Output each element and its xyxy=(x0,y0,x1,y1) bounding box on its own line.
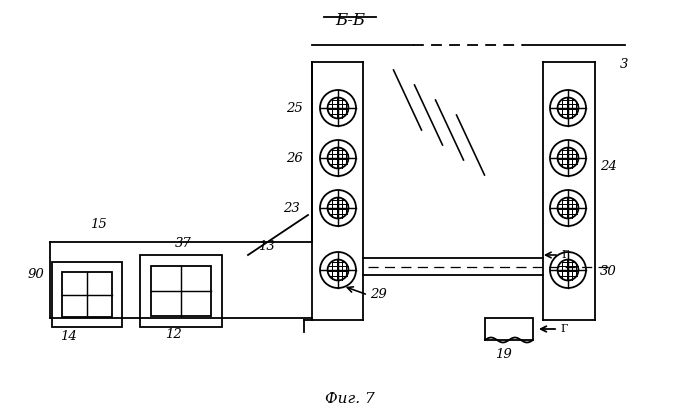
Bar xyxy=(485,318,533,340)
Text: Г: Г xyxy=(561,250,568,260)
Text: 37: 37 xyxy=(175,237,192,250)
Text: Б-Б: Б-Б xyxy=(335,12,365,29)
Bar xyxy=(62,272,112,317)
Text: 3: 3 xyxy=(620,58,629,71)
Bar xyxy=(140,255,222,327)
Text: 23: 23 xyxy=(283,202,300,215)
Text: 30: 30 xyxy=(600,265,617,278)
Text: 25: 25 xyxy=(286,102,302,115)
Text: Г: Г xyxy=(560,324,568,334)
Text: 19: 19 xyxy=(495,348,512,361)
Text: 29: 29 xyxy=(370,288,386,301)
Text: 15: 15 xyxy=(90,218,106,231)
Text: 14: 14 xyxy=(60,330,77,343)
Text: 13: 13 xyxy=(258,240,274,253)
Text: Фиг. 7: Фиг. 7 xyxy=(325,392,375,404)
Text: 24: 24 xyxy=(600,160,617,173)
Text: 26: 26 xyxy=(286,152,302,165)
Bar xyxy=(151,266,211,316)
Text: 12: 12 xyxy=(165,328,182,341)
Text: 90: 90 xyxy=(28,268,45,281)
Bar xyxy=(52,262,122,327)
